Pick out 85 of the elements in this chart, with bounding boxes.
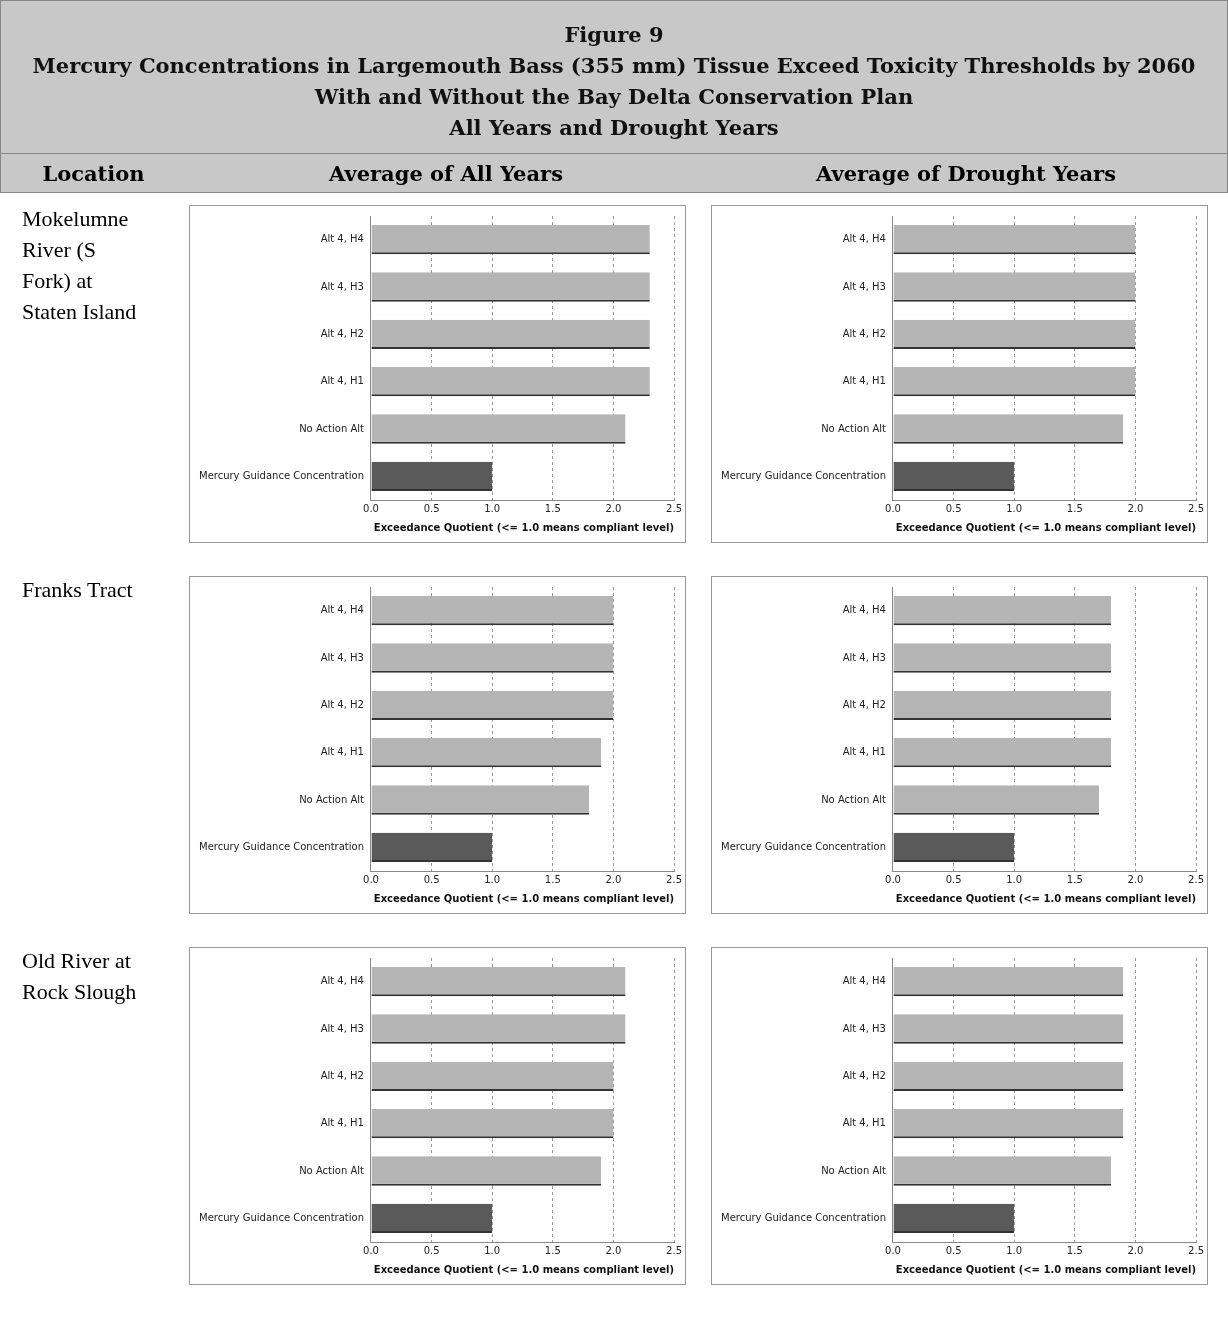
text: Location: [41, 160, 146, 186]
x-tick-label: 1.5: [1066, 1244, 1083, 1256]
y-tick-label: Alt 4, H1: [842, 375, 886, 387]
x-tick-label: 1.0: [484, 1244, 501, 1256]
x-tick-label: 2.0: [1127, 873, 1144, 885]
y-tick-label: Alt 4, H2: [320, 698, 364, 710]
x-tick-label: 2.5: [1188, 502, 1204, 514]
y-tick-label: Alt 4, H1: [320, 375, 364, 387]
y-tick-label: Alt 4, H3: [842, 1022, 886, 1034]
x-tick-label: 0.0: [363, 1244, 379, 1256]
x-tick-label: 1.0: [1006, 873, 1023, 885]
x-tick-label: 1.0: [484, 502, 501, 514]
y-tick-label: Mercury Guidance Concentration: [721, 1211, 886, 1223]
x-axis-title: Exceedance Quotient (<= 1.0 means compliant level): [895, 892, 1197, 904]
x-tick-label: 0.0: [885, 873, 901, 885]
y-tick-label: Alt 4, H4: [320, 604, 364, 616]
x-tick-label: 2.5: [666, 873, 682, 885]
text: Mokelumne River (S Fork) at Staten Island: [22, 205, 138, 326]
text: Franks Tract: [22, 576, 134, 604]
x-tick-label: 2.0: [1127, 1244, 1144, 1256]
y-tick-label: No Action Alt: [821, 793, 887, 805]
y-tick-label: Alt 4, H4: [842, 975, 886, 987]
x-tick-label: 0.5: [423, 502, 440, 514]
y-tick-label: Alt 4, H3: [320, 280, 364, 292]
y-tick-label: No Action Alt: [299, 793, 365, 805]
x-tick-label: 0.5: [945, 502, 962, 514]
x-tick-label: 2.0: [605, 502, 622, 514]
y-tick-label: No Action Alt: [821, 422, 887, 434]
x-tick-label: 1.5: [544, 502, 561, 514]
x-tick-label: 0.0: [885, 502, 901, 514]
y-tick-label: No Action Alt: [821, 1164, 887, 1176]
chart-subtitle: Average of All Years: [327, 160, 564, 186]
chart-subtitle: Average of Drought Years: [814, 160, 1117, 186]
x-axis-title: Exceedance Quotient (<= 1.0 means compliant level): [895, 521, 1197, 533]
text: Old River at Rock Slough: [22, 947, 138, 1006]
y-tick-label: Mercury Guidance Concentration: [721, 469, 886, 481]
y-tick-label: Mercury Guidance Concentration: [199, 840, 364, 852]
x-tick-label: 1.0: [1006, 1244, 1023, 1256]
y-tick-label: Mercury Guidance Concentration: [721, 840, 886, 852]
y-tick-label: Alt 4, H4: [842, 604, 886, 616]
y-tick-label: Alt 4, H2: [320, 327, 364, 339]
y-tick-label: Alt 4, H4: [320, 975, 364, 987]
y-tick-label: Alt 4, H2: [842, 1069, 886, 1081]
x-tick-label: 1.5: [1066, 502, 1083, 514]
x-tick-label: 0.0: [885, 1244, 901, 1256]
y-tick-label: Alt 4, H3: [320, 1022, 364, 1034]
y-tick-label: Alt 4, H2: [842, 698, 886, 710]
x-tick-label: 2.0: [1127, 502, 1144, 514]
x-axis-title: Exceedance Quotient (<= 1.0 means compliant level): [373, 892, 675, 904]
x-axis-title: Exceedance Quotient (<= 1.0 means compliant level): [895, 1263, 1197, 1275]
x-tick-label: 2.5: [1188, 873, 1204, 885]
y-tick-label: Alt 4, H4: [320, 233, 364, 245]
y-tick-label: Mercury Guidance Concentration: [199, 469, 364, 481]
x-tick-label: 0.0: [363, 502, 379, 514]
x-tick-label: 0.5: [945, 873, 962, 885]
x-tick-label: 2.5: [1188, 1244, 1204, 1256]
y-tick-label: Alt 4, H2: [842, 327, 886, 339]
y-tick-label: Alt 4, H3: [320, 651, 364, 663]
x-tick-label: 2.0: [605, 873, 622, 885]
x-axis-title: Exceedance Quotient (<= 1.0 means compliant level): [373, 1263, 675, 1275]
x-tick-label: 2.5: [666, 502, 682, 514]
y-tick-label: No Action Alt: [299, 422, 365, 434]
x-tick-label: 0.5: [423, 873, 440, 885]
x-tick-label: 1.5: [544, 1244, 561, 1256]
y-tick-label: Mercury Guidance Concentration: [199, 1211, 364, 1223]
x-tick-label: 1.5: [1066, 873, 1083, 885]
x-tick-label: 1.0: [484, 873, 501, 885]
y-tick-label: Alt 4, H2: [320, 1069, 364, 1081]
y-tick-label: Alt 4, H1: [842, 746, 886, 758]
x-tick-label: 0.0: [363, 873, 379, 885]
y-tick-label: Alt 4, H1: [320, 1117, 364, 1129]
y-tick-label: Alt 4, H4: [842, 233, 886, 245]
y-tick-label: Alt 4, H3: [842, 651, 886, 663]
x-tick-label: 1.5: [544, 873, 561, 885]
y-tick-label: Alt 4, H1: [320, 746, 364, 758]
x-tick-label: 2.5: [666, 1244, 682, 1256]
y-tick-label: Alt 4, H1: [842, 1117, 886, 1129]
y-tick-label: No Action Alt: [299, 1164, 365, 1176]
x-tick-label: 2.0: [605, 1244, 622, 1256]
x-axis-title: Exceedance Quotient (<= 1.0 means compliant level): [373, 521, 675, 533]
x-tick-label: 0.5: [423, 1244, 440, 1256]
y-tick-label: Alt 4, H3: [842, 280, 886, 292]
chart-title: Figure 9 Mercury Concentrations in Largemouth Bass (355 mm) Tissue Exceed Toxicity Thresholds by 2060 With and Without the Bay Delta Conservation Plan All Years and Drought Years: [0, 0, 1228, 154]
x-tick-label: 0.5: [945, 1244, 962, 1256]
x-tick-label: 1.0: [1006, 502, 1023, 514]
